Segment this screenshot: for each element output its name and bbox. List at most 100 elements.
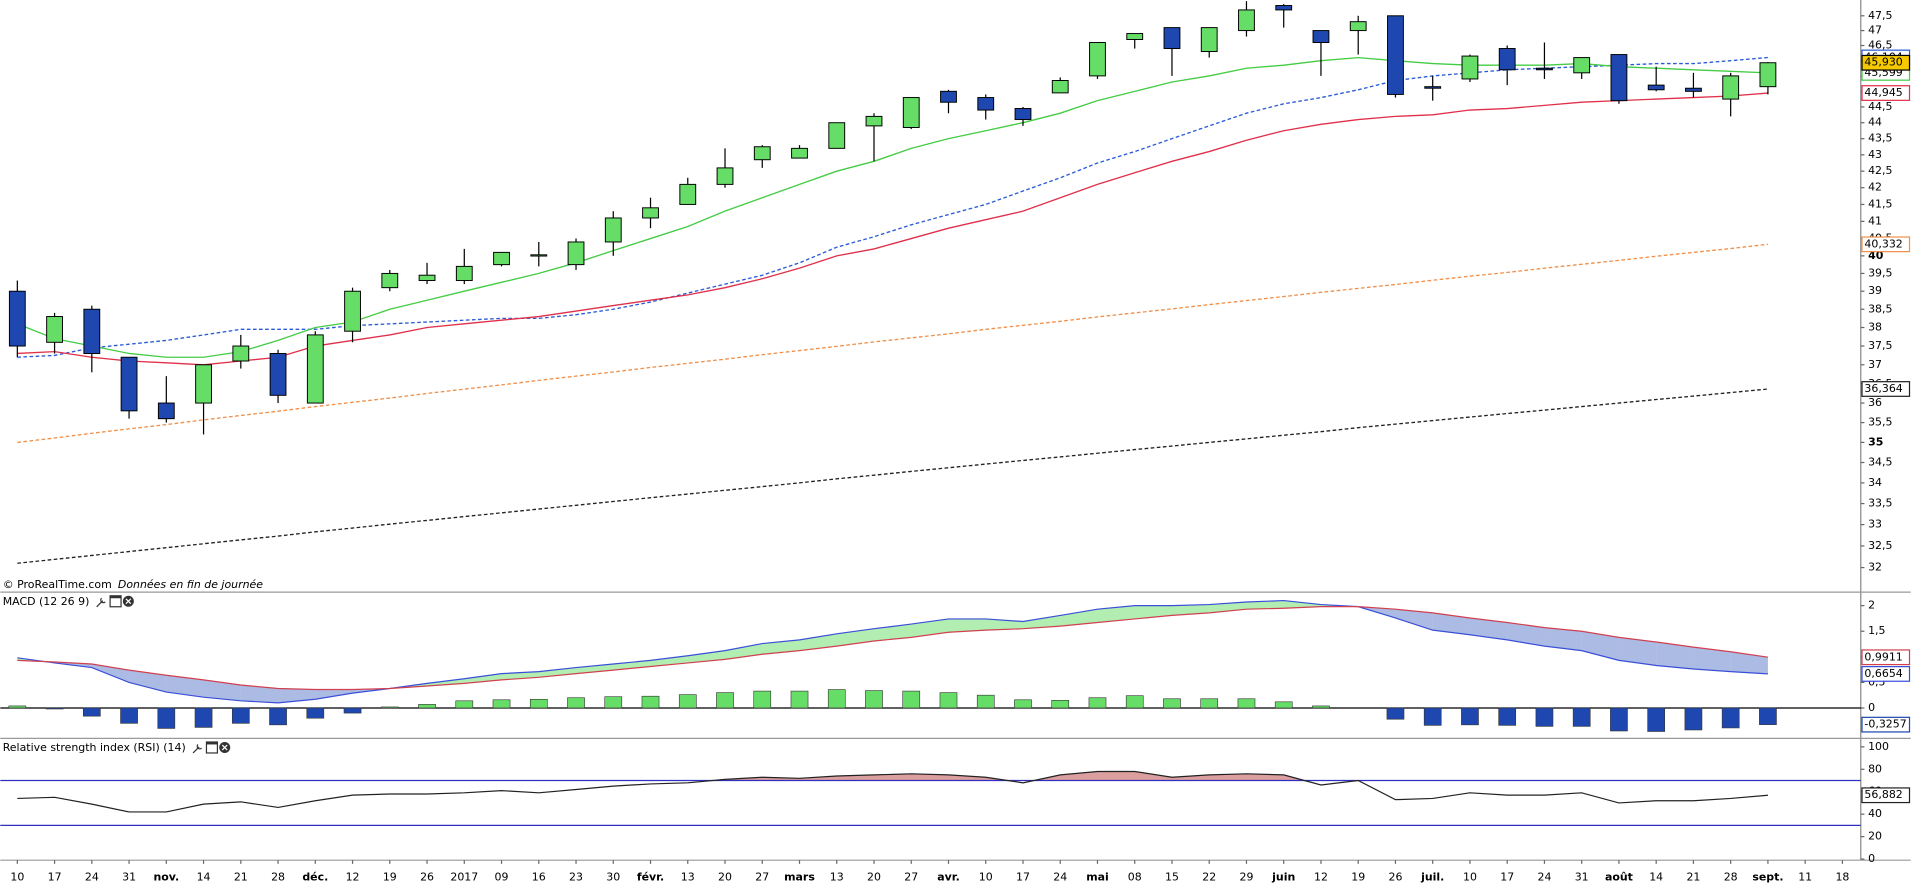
y-tick-label: 34 — [1868, 476, 1882, 489]
candle-body — [642, 207, 659, 219]
histogram-bar — [865, 690, 883, 709]
y-tick-label: 35,5 — [1868, 416, 1892, 429]
macd-fill — [650, 655, 688, 667]
x-tick-label: 24 — [1537, 870, 1551, 883]
macd-fill — [1022, 615, 1061, 629]
macd-fill — [1246, 600, 1284, 610]
moving-average — [17, 388, 1768, 564]
candle-body — [828, 122, 846, 149]
x-tick-label: 23 — [569, 870, 583, 883]
source: © ProRealTime.com — [3, 578, 112, 591]
y-tick-label: 42 — [1868, 181, 1882, 194]
histogram-bar — [567, 697, 585, 709]
histogram-bar — [1237, 698, 1256, 709]
window-icon-bar — [206, 742, 218, 745]
y-tick-label: 46,5 — [1868, 39, 1892, 52]
x-tick-label: 28 — [271, 870, 285, 883]
macd-fill — [129, 670, 167, 693]
candle-body — [567, 241, 585, 266]
x-tick-label: 08 — [1128, 870, 1142, 883]
settings-icon[interactable] — [96, 597, 106, 608]
histogram-bar — [231, 707, 250, 724]
candle-body — [1163, 27, 1181, 50]
y-tick-label: 39 — [1868, 284, 1882, 297]
candle-body — [530, 254, 548, 257]
x-tick-label: août — [1605, 870, 1633, 883]
histogram-bar — [1163, 698, 1181, 709]
histogram-bar — [1684, 707, 1703, 731]
x-tick-label: 24 — [85, 870, 99, 883]
histogram-bar — [492, 699, 511, 709]
macd-fill — [874, 624, 912, 641]
histogram-bar — [1125, 695, 1144, 709]
histogram-bar — [790, 690, 809, 709]
histogram-bar — [269, 707, 287, 726]
y-tick-label: 39,5 — [1868, 266, 1892, 279]
histogram-bar — [902, 690, 921, 709]
histogram-bar — [82, 707, 101, 717]
candle-body — [1014, 108, 1032, 121]
y-tick-label: 47 — [1868, 24, 1882, 37]
candle-body — [679, 183, 697, 205]
candle-body — [1759, 62, 1777, 88]
x-tick-label: 10 — [10, 870, 24, 883]
macd-fill — [985, 618, 1023, 631]
candle-body — [865, 115, 883, 127]
candle-body — [1387, 15, 1404, 95]
x-tick-label: 21 — [234, 870, 248, 883]
histogram-bar — [1274, 701, 1293, 709]
y-tick-label: 35 — [1868, 435, 1883, 448]
macd-fill — [1544, 627, 1582, 651]
candle-body — [46, 316, 63, 343]
macd-fill — [576, 663, 614, 674]
candle-body — [493, 251, 510, 266]
candle-body — [83, 308, 101, 354]
x-tick-label: 12 — [1314, 870, 1328, 883]
histogram-bar — [306, 707, 325, 719]
x-tick-label: mars — [784, 870, 815, 883]
settings-icon[interactable] — [192, 744, 203, 754]
candle-body — [1685, 87, 1702, 92]
value-tag-label: 36,364 — [1864, 382, 1902, 395]
histogram-bar — [641, 695, 660, 709]
y-tick-label: 0 — [1868, 701, 1875, 714]
macd-fill — [1656, 641, 1694, 670]
y-tick-label: 41,5 — [1868, 197, 1892, 210]
x-tick-label: 31 — [1575, 870, 1589, 883]
x-tick-label: 17 — [1016, 870, 1030, 883]
x-tick-label: 22 — [1202, 870, 1216, 883]
x-tick-label: sept. — [1752, 870, 1783, 883]
y-tick-label: 41 — [1868, 214, 1882, 227]
x-tick-label: 27 — [755, 870, 769, 883]
candle-body — [1424, 86, 1442, 89]
candle-body — [1349, 21, 1367, 32]
y-tick-label: 40 — [1868, 807, 1882, 820]
y-tick-label: 47,5 — [1868, 9, 1892, 22]
candle-body — [157, 402, 175, 420]
macd-fill — [762, 639, 800, 655]
x-tick-label: 14 — [197, 870, 211, 883]
x-tick-label: 12 — [346, 870, 360, 883]
x-tick-label: 28 — [1724, 870, 1738, 883]
y-tick-label: 1,5 — [1868, 624, 1885, 637]
value-tag — [1861, 381, 1911, 397]
histogram-bar — [455, 700, 474, 709]
x-tick-label: avr. — [937, 870, 960, 883]
y-tick-label: 37,5 — [1868, 339, 1892, 352]
candle-body — [120, 356, 138, 412]
histogram-bar — [1498, 707, 1517, 726]
candle-body — [791, 147, 808, 159]
candle-body — [344, 290, 361, 332]
y-tick-label: 33,5 — [1868, 497, 1892, 510]
candle-body — [753, 146, 771, 161]
panel-title: MACD (12 26 9) — [3, 595, 90, 608]
x-tick-label: 16 — [532, 870, 546, 883]
histogram-bar — [1461, 707, 1479, 726]
candle-body — [1573, 57, 1591, 74]
candle-body — [716, 167, 734, 185]
macd-fill — [1693, 647, 1731, 672]
y-tick-label: 37 — [1868, 358, 1882, 371]
candle-body — [1722, 75, 1740, 100]
